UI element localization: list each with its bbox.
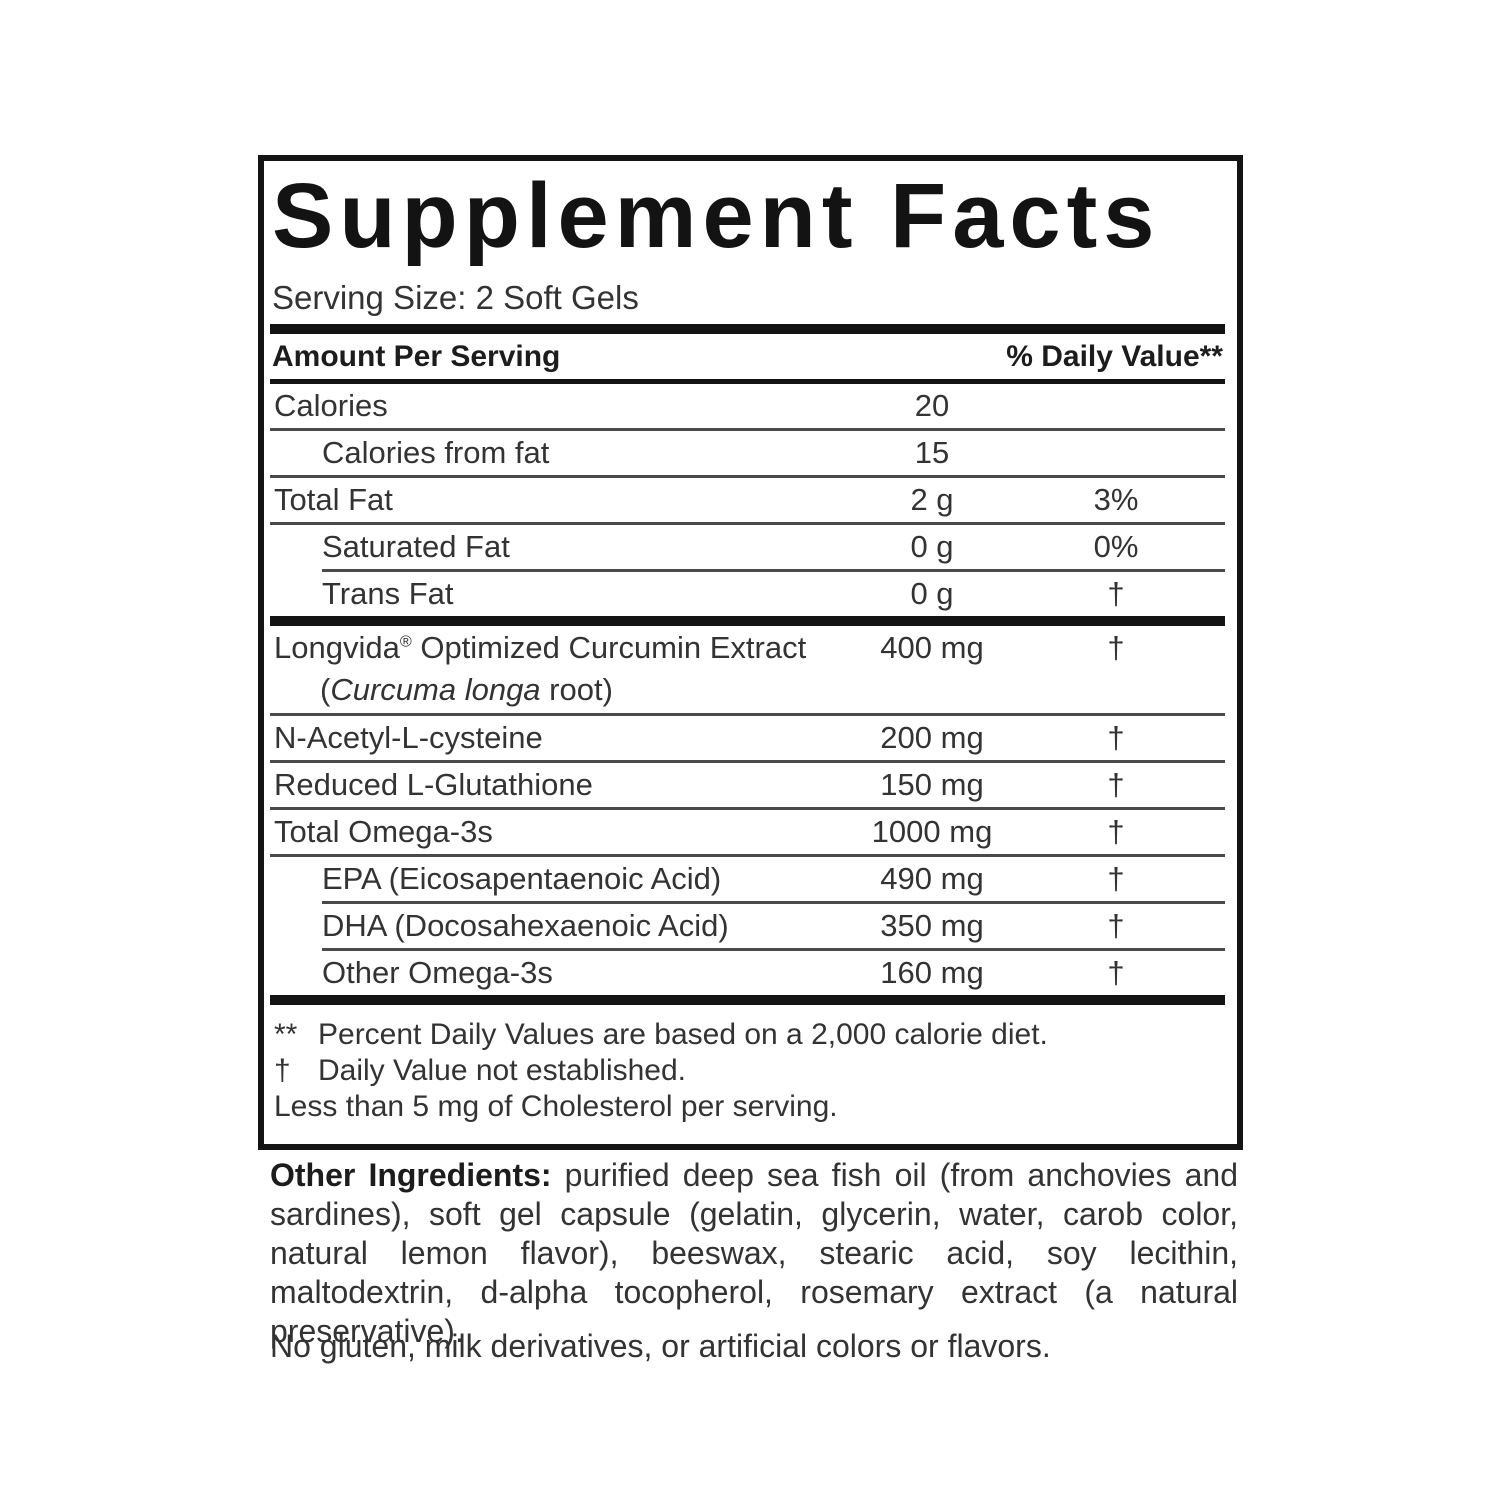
- nutrient-name: Trans Fat: [322, 576, 454, 611]
- row-divider: [270, 713, 1225, 716]
- row-dha: DHA (Docosahexaenoic Acid) 350 mg †: [270, 904, 1225, 948]
- footnote-text: Daily Value not established.: [318, 1054, 686, 1087]
- nutrient-name: Other Omega-3s: [322, 955, 553, 990]
- supplement-facts-panel: Supplement Facts Serving Size: 2 Soft Ge…: [258, 155, 1243, 1150]
- row-divider: [270, 807, 1225, 810]
- nutrient-amount: 1000 mg: [871, 814, 993, 849]
- divider-thick-top: [270, 324, 1225, 334]
- row-total-fat: Total Fat 2 g 3%: [270, 478, 1225, 522]
- daily-value-header: % Daily Value**: [1006, 339, 1223, 373]
- nutrient-amount: 150 mg: [880, 767, 984, 802]
- footnotes-block: ** Percent Daily Values are based on a 2…: [270, 1017, 1225, 1125]
- nutrient-dv: †: [1107, 908, 1125, 943]
- nutrient-amount: 2 g: [910, 482, 954, 517]
- nutrient-dv: †: [1107, 576, 1125, 611]
- nutrient-name: Calories from fat: [322, 435, 550, 470]
- nutrient-amount: 350 mg: [880, 908, 984, 943]
- row-divider-indented: [322, 901, 1225, 904]
- nutrient-amount: 20: [914, 388, 950, 423]
- row-glutathione: Reduced L-Glutathione 150 mg †: [270, 763, 1225, 807]
- nutrient-amount: 490 mg: [880, 861, 984, 896]
- row-trans-fat: Trans Fat 0 g †: [270, 572, 1225, 616]
- row-divider-indented: [322, 948, 1225, 951]
- row-divider: [270, 475, 1225, 478]
- nutrient-amount: 0 g: [910, 576, 954, 611]
- divider-thick-bottom: [270, 995, 1225, 1005]
- nutrient-amount: 400 mg: [880, 630, 984, 665]
- row-divider: [270, 854, 1225, 857]
- nutrient-amount: 160 mg: [880, 955, 984, 990]
- footnote-daily-values: ** Percent Daily Values are based on a 2…: [270, 1017, 1225, 1053]
- nutrient-amount: 200 mg: [880, 720, 984, 755]
- nutrient-dv: 0%: [1093, 529, 1139, 564]
- row-longvida-curcumin: Longvida® Optimized Curcumin Extract (Cur…: [270, 626, 1225, 713]
- nutrient-name: Saturated Fat: [322, 529, 510, 564]
- nutrient-dv: †: [1107, 767, 1125, 802]
- nutrient-amount: 15: [914, 435, 950, 470]
- nutrient-dv: †: [1107, 814, 1125, 849]
- row-calories: Calories 20: [270, 384, 1225, 428]
- nutrient-dv: †: [1107, 720, 1125, 755]
- table-header-row: Amount Per Serving % Daily Value**: [270, 334, 1225, 379]
- row-other-omega3: Other Omega-3s 160 mg †: [270, 951, 1225, 995]
- registered-trademark-symbol: ®: [399, 632, 412, 651]
- allergen-statement: No gluten, milk derivatives, or artifici…: [270, 1328, 1051, 1364]
- nutrient-name: Longvida® Optimized Curcumin Extract (Cur…: [270, 626, 857, 710]
- nutrient-name: Calories: [274, 388, 388, 423]
- nutrient-dv: †: [1107, 630, 1125, 665]
- amount-per-serving-header: Amount Per Serving: [272, 339, 561, 373]
- row-divider: [270, 428, 1225, 431]
- nutrient-name: DHA (Docosahexaenoic Acid): [322, 908, 729, 943]
- footnote-symbol: **: [274, 1018, 298, 1051]
- row-total-omega3: Total Omega-3s 1000 mg †: [270, 810, 1225, 854]
- nutrient-name: Reduced L-Glutathione: [274, 767, 593, 802]
- nutrient-dv: †: [1107, 955, 1125, 990]
- footnote-cholesterol: Less than 5 mg of Cholesterol per servin…: [274, 1090, 838, 1123]
- nutrient-name: N-Acetyl-L-cysteine: [274, 720, 543, 755]
- nutrient-name: Total Fat: [274, 482, 393, 517]
- footnote-symbol: †: [274, 1054, 291, 1087]
- nutrient-dv: †: [1107, 861, 1125, 896]
- divider-medium: [270, 379, 1225, 384]
- row-divider: [270, 760, 1225, 763]
- serving-size-text: Serving Size: 2 Soft Gels: [272, 279, 639, 316]
- row-saturated-fat: Saturated Fat 0 g 0%: [270, 525, 1225, 569]
- footnote-dagger: † Daily Value not established.: [270, 1053, 1225, 1089]
- panel-title: Supplement Facts: [272, 165, 1161, 267]
- other-ingredients-paragraph: Other Ingredients: purified deep sea fis…: [270, 1156, 1238, 1351]
- nutrient-dv: 3%: [1093, 482, 1139, 517]
- row-nac: N-Acetyl-L-cysteine 200 mg †: [270, 716, 1225, 760]
- row-divider: [270, 522, 1225, 525]
- divider-thick-middle: [270, 616, 1225, 626]
- other-ingredients-label: Other Ingredients:: [270, 1157, 552, 1193]
- row-calories-from-fat: Calories from fat 15: [270, 431, 1225, 475]
- nutrient-name: Total Omega-3s: [274, 814, 493, 849]
- row-divider-indented: [322, 569, 1225, 572]
- other-ingredients-text: purified deep sea fish oil (from anchovi…: [270, 1157, 1238, 1349]
- nutrient-name: EPA (Eicosapentaenoic Acid): [322, 861, 722, 896]
- footnote-text: Percent Daily Values are based on a 2,00…: [318, 1018, 1048, 1051]
- nutrient-name-botanical: (Curcuma longa root): [320, 672, 613, 707]
- nutrient-amount: 0 g: [910, 529, 954, 564]
- row-epa: EPA (Eicosapentaenoic Acid) 490 mg †: [270, 857, 1225, 901]
